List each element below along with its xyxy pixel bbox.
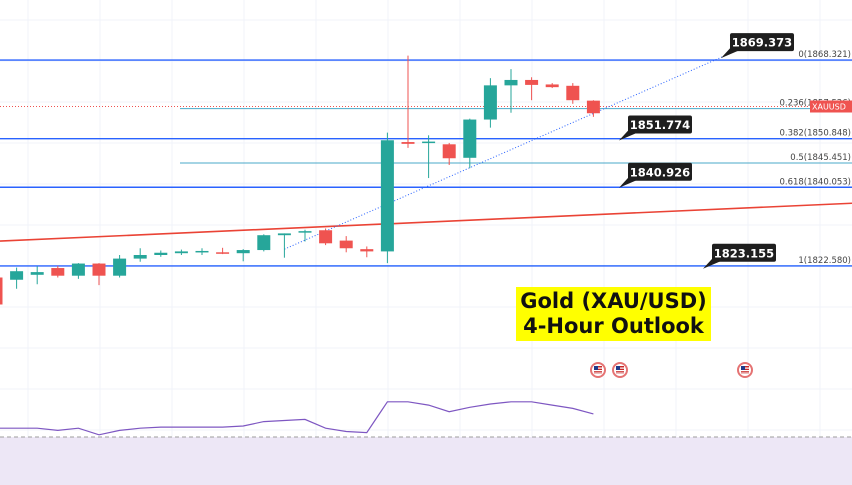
price-callout-pointer	[619, 175, 640, 188]
price-callout-box	[628, 115, 692, 134]
candle-body	[360, 249, 374, 252]
us-flag-icon	[612, 362, 628, 378]
rsi-pane	[0, 401, 852, 485]
candle-body	[277, 233, 291, 236]
level-lines	[0, 55, 852, 267]
candle-body	[236, 250, 250, 254]
candle-body	[133, 255, 147, 259]
candle-body	[154, 252, 168, 255]
fib-level-label: 0.5(1845.451)	[790, 153, 851, 163]
rsi-line	[0, 401, 594, 436]
candle-body	[442, 144, 456, 159]
fib-level-label: 1(1822.580)	[798, 256, 851, 266]
price-callout-label: 1869.373	[732, 36, 792, 50]
candle-body	[380, 140, 394, 252]
chart-title-line1: Gold (XAU/USD)	[520, 289, 707, 313]
price-callout-pointer	[703, 256, 724, 269]
event-icons	[590, 362, 753, 378]
price-callout-box	[628, 162, 692, 181]
price-callout-box	[712, 243, 776, 262]
candle-body	[504, 79, 518, 86]
candle-body	[339, 240, 353, 249]
candle-body	[257, 235, 271, 251]
fib-level-label: 0(1868.321)	[798, 50, 851, 60]
candle-body	[401, 142, 415, 144]
candle-body	[174, 251, 188, 254]
candle-body	[566, 85, 580, 101]
candle-body	[422, 141, 436, 144]
trend-line-red	[0, 202, 852, 242]
candles	[0, 55, 600, 305]
candle-body	[463, 119, 477, 158]
us-flag-icon	[737, 362, 753, 378]
candle-body	[319, 230, 333, 244]
price-callouts: 1869.373 1851.774 1840.926 1823.155	[619, 33, 794, 269]
price-callout-box	[730, 33, 794, 52]
rsi-band	[0, 437, 852, 485]
chart-title-line2: 4-Hour Outlook	[523, 314, 704, 338]
trend-line-dotted	[284, 55, 726, 250]
candle-body	[10, 271, 24, 280]
price-callout-label: 1823.155	[714, 246, 774, 260]
candle-body	[195, 250, 209, 253]
symbol-tag	[810, 100, 852, 113]
fib-level-label: 0.618(1840.053)	[779, 177, 851, 187]
chart-title-box: Gold (XAU/USD) 4-Hour Outlook	[516, 287, 711, 341]
candle-body	[545, 84, 559, 88]
candle-body	[51, 268, 65, 276]
candle-body	[113, 258, 127, 276]
level-labels: 0(1868.321)0.236(1857.526)0.382(1850.848…	[779, 50, 852, 266]
price-callout-pointer	[721, 46, 742, 59]
candle-body	[92, 263, 106, 276]
candle-body	[586, 100, 600, 114]
price-callout-label: 1840.926	[630, 165, 690, 179]
price-callout-pointer	[619, 128, 640, 141]
symbol-tag-label: XAUUSD	[812, 103, 846, 112]
price-callout-label: 1851.774	[630, 118, 690, 132]
candle-body	[525, 79, 539, 85]
us-flag-icon	[590, 362, 606, 378]
candle-body	[71, 263, 85, 276]
candle-body	[483, 85, 497, 120]
candle-body	[216, 252, 230, 254]
candle-body	[0, 277, 3, 305]
candle-body	[30, 272, 44, 275]
candle-body	[298, 231, 312, 233]
fib-level-label: 0.382(1850.848)	[779, 129, 851, 139]
